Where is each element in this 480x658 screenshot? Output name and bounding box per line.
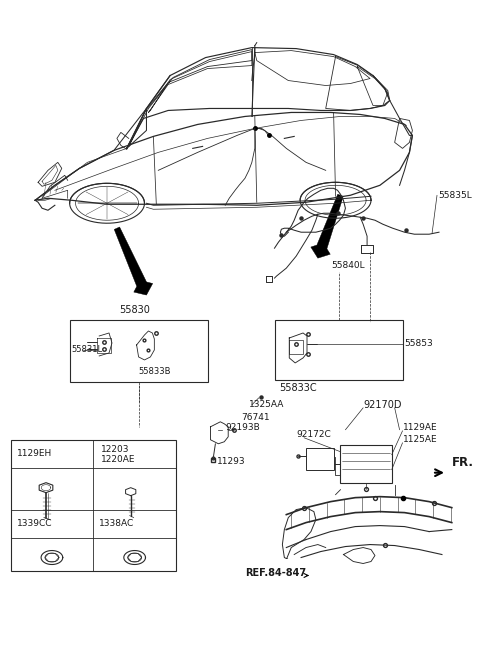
- Text: 55830: 55830: [119, 305, 150, 315]
- Text: 1325AA: 1325AA: [249, 400, 284, 409]
- Bar: [275, 320, 403, 380]
- Text: 55840L: 55840L: [332, 261, 365, 270]
- Bar: [306, 447, 334, 470]
- Text: 76741: 76741: [241, 413, 270, 422]
- Text: 12203: 12203: [101, 445, 130, 454]
- Text: 1338AC: 1338AC: [99, 519, 134, 528]
- Polygon shape: [114, 227, 153, 295]
- Text: 1125AE: 1125AE: [403, 435, 437, 444]
- Text: 92172C: 92172C: [296, 430, 331, 440]
- Bar: [70, 320, 207, 382]
- Polygon shape: [311, 194, 343, 258]
- Bar: [340, 445, 392, 483]
- Text: 11293: 11293: [217, 457, 246, 467]
- Text: 55835L: 55835L: [438, 191, 472, 200]
- Text: 55833C: 55833C: [279, 383, 317, 393]
- Bar: [11, 440, 176, 572]
- Text: 55853: 55853: [405, 340, 433, 349]
- Text: 55831L: 55831L: [72, 345, 103, 355]
- Text: 55833B: 55833B: [139, 367, 171, 376]
- Text: 1220AE: 1220AE: [101, 455, 136, 465]
- Text: 1339CC: 1339CC: [16, 519, 52, 528]
- Text: REF.84-847: REF.84-847: [245, 569, 306, 578]
- Text: 1129AE: 1129AE: [403, 423, 437, 432]
- Text: FR.: FR.: [452, 456, 474, 469]
- Text: 92193B: 92193B: [225, 423, 260, 432]
- Text: 92170D: 92170D: [363, 400, 402, 410]
- Text: 1129EH: 1129EH: [16, 449, 52, 458]
